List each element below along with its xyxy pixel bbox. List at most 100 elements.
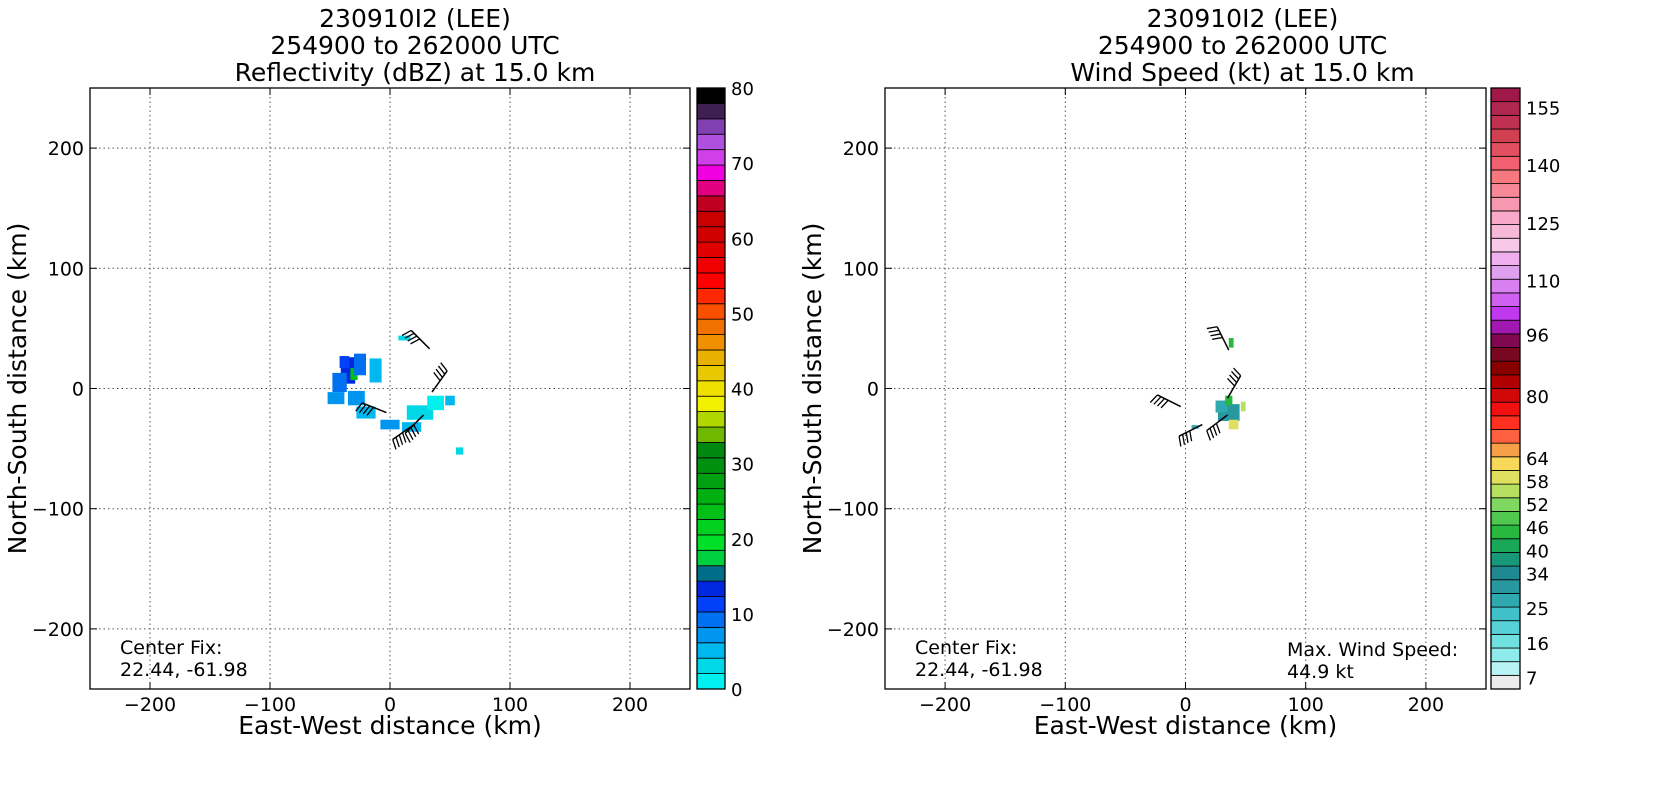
chart-title-line-2: 254900 to 262000 UTC (270, 31, 560, 60)
y-tick-label: −200 (827, 619, 879, 641)
wind-barb-flag (1233, 367, 1242, 377)
colorbar-segment (696, 596, 726, 613)
colorbar-segment (696, 272, 726, 289)
wind-barb-flag (435, 368, 443, 378)
x-tick-label: 0 (384, 694, 396, 716)
colorbar-segment (1490, 661, 1521, 676)
colorbar-segment (1490, 183, 1521, 198)
y-axis-label: North-South distance (km) (3, 223, 32, 555)
wind-barb-shaft (361, 402, 387, 414)
colorbar-segment (1490, 169, 1521, 185)
colorbar-segment (696, 442, 726, 459)
colorbar-tick-label: 70 (731, 154, 754, 175)
y-tick-label: −200 (32, 619, 84, 641)
wind-barb-flag (404, 332, 415, 339)
wind-barb-flag (1227, 377, 1236, 387)
colorbar-segment (696, 611, 726, 628)
colorbar-tick-label: 0 (731, 680, 742, 701)
colorbar-segment (1490, 483, 1521, 499)
colorbar-segment (696, 519, 726, 536)
colorbar-tick-label: 80 (731, 79, 754, 100)
wind-barb-flag (1210, 333, 1221, 337)
center-fix-annotation: 22.44, -61.98 (120, 659, 248, 681)
wind-barb-flag (1185, 432, 1189, 444)
colorbar-segment (696, 133, 726, 151)
chart-title-line-1: 230910I2 (LEE) (319, 4, 511, 33)
colorbar-tick-label: 155 (1526, 98, 1560, 119)
colorbar-segment (1490, 292, 1521, 307)
y-tick-label: −100 (827, 499, 879, 521)
colorbar-tick-label: 16 (1526, 634, 1549, 655)
colorbar-segment (1490, 374, 1521, 389)
x-tick-label: −200 (124, 694, 176, 716)
x-tick-label: 100 (1288, 694, 1324, 716)
colorbar-tick-label: 64 (1526, 449, 1549, 470)
wind-barb-flag (401, 329, 412, 336)
colorbar-segment (1490, 401, 1521, 417)
wind-barb (1226, 367, 1242, 399)
y-tick-label: 200 (48, 138, 84, 160)
data-cell (1228, 419, 1239, 430)
wind-barb-flag (392, 439, 397, 450)
colorbar-tick-label: 7 (1526, 668, 1537, 689)
data-cell (1225, 395, 1233, 406)
colorbar-segment (1490, 497, 1521, 512)
colorbar-segment (696, 241, 726, 258)
colorbar-tick-label: 40 (1526, 541, 1549, 562)
y-tick-label: −100 (32, 499, 84, 521)
colorbar-segment (696, 103, 726, 120)
colorbar-segment (696, 257, 726, 274)
wind-barb-flag (1178, 436, 1182, 447)
data-cell (445, 395, 455, 406)
colorbar-segment (1490, 155, 1521, 171)
colorbar-segment (1490, 511, 1521, 526)
wind-barb (401, 329, 431, 350)
data-cell (380, 419, 400, 430)
wind-barb-flag (1215, 423, 1221, 434)
colorbar-tick-label: 125 (1526, 214, 1560, 235)
colorbar-segment (1490, 87, 1521, 103)
colorbar-tick-label: 46 (1526, 518, 1549, 539)
colorbar-tick-label: 34 (1526, 564, 1549, 585)
wind-barb (404, 414, 425, 443)
wind-barb-flag (1189, 430, 1193, 442)
colorbar-segment (1490, 278, 1521, 294)
wind-barb-flag (1156, 398, 1166, 407)
wind-barb-flag (410, 427, 417, 438)
data-cell (339, 356, 350, 369)
wind-barb-shaft (1206, 414, 1229, 432)
chart-title-line-3: Wind Speed (kt) at 15.0 km (1070, 58, 1415, 87)
x-tick-label: 200 (612, 694, 648, 716)
wind-barb-flag (407, 430, 414, 441)
colorbar-segment (1490, 538, 1521, 553)
colorbar-segment (1490, 415, 1521, 430)
colorbar-segment (696, 180, 726, 197)
colorbar-segment (696, 226, 726, 243)
colorbar-segment (1490, 470, 1521, 485)
wind-barb (1178, 423, 1203, 447)
y-tick-label: 100 (48, 258, 84, 280)
data-cell (1215, 400, 1228, 413)
max-wind-annotation: 44.9 kt (1287, 661, 1354, 683)
wind-barb-flag (1153, 396, 1162, 405)
colorbar-tick-label: 52 (1526, 495, 1549, 516)
colorbar-segment (1490, 674, 1521, 690)
wind-barb-flag (362, 405, 371, 415)
wind-barb-flag (1229, 374, 1238, 384)
colorbar-segment (696, 472, 726, 490)
colorbar-segment (696, 318, 726, 335)
colorbar-segment (696, 457, 726, 474)
wind-barb-flag (437, 365, 446, 375)
data-cell (369, 358, 382, 383)
colorbar-segment (696, 287, 726, 305)
colorbar-segment (1490, 347, 1521, 362)
colorbar-segment (1490, 524, 1521, 540)
wind-barb-flag (1212, 336, 1223, 340)
wind-barb-flag (1206, 326, 1218, 330)
colorbar-tick-label: 25 (1526, 599, 1549, 620)
max-wind-annotation: Max. Wind Speed: (1287, 639, 1458, 661)
chart-title-line-3: Reflectivity (dBZ) at 15.0 km (234, 58, 596, 87)
center-fix-annotation: 22.44, -61.98 (915, 659, 1043, 681)
colorbar-segment (696, 164, 726, 181)
x-axis-label: East-West distance (km) (238, 711, 542, 740)
